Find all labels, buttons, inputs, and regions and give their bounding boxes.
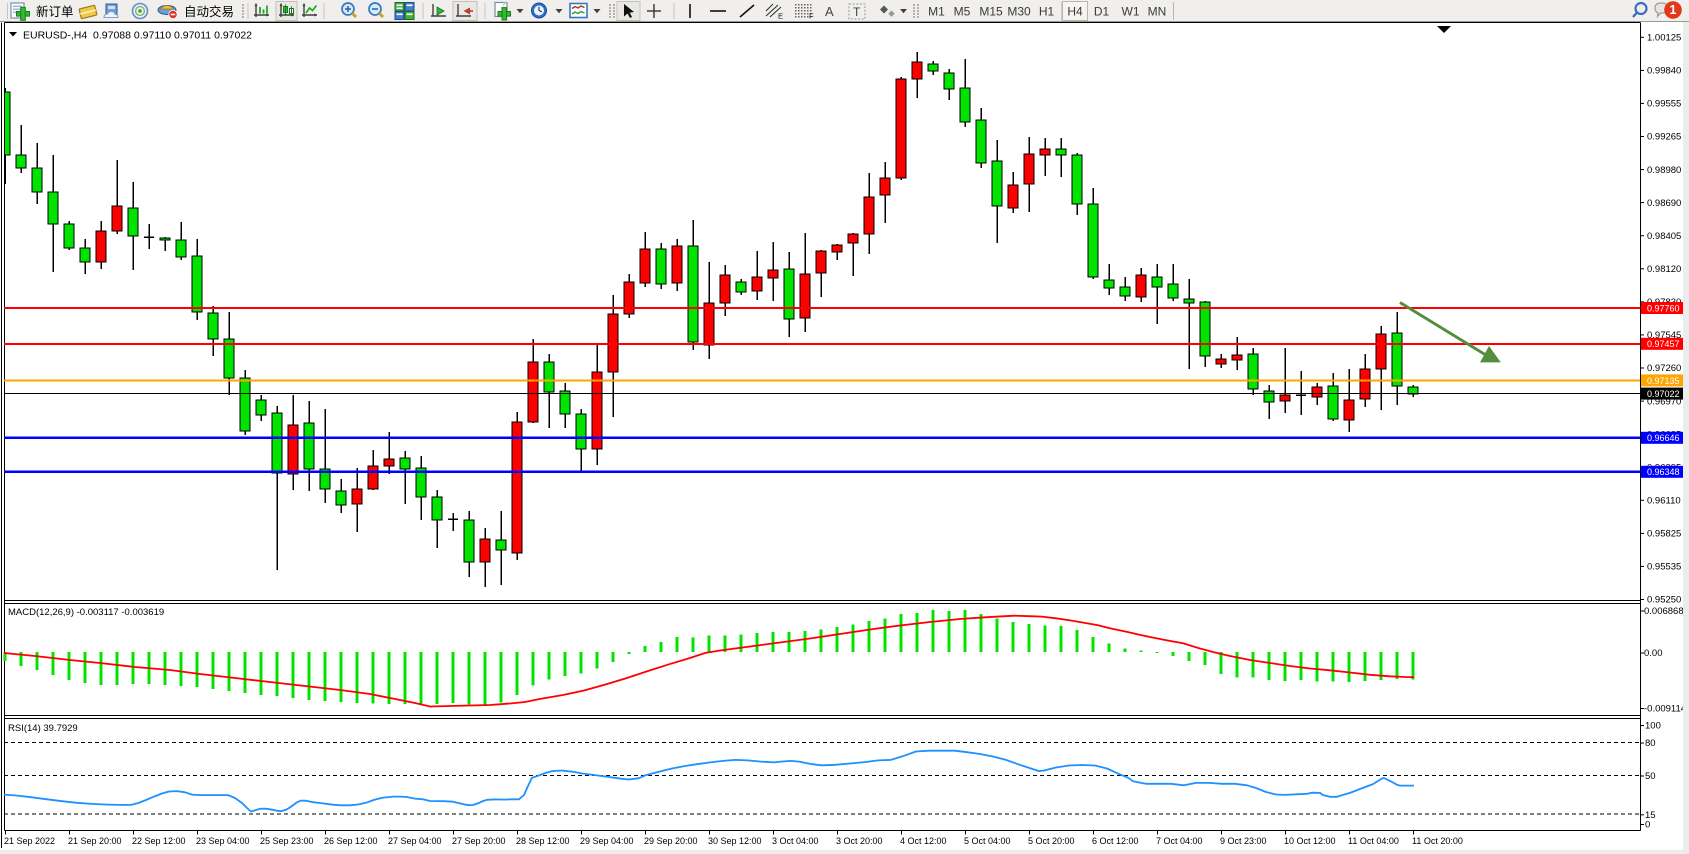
svg-text:30 Sep 12:00: 30 Sep 12:00 — [708, 836, 762, 846]
svg-text:0.97135: 0.97135 — [1647, 376, 1680, 386]
svg-text:0.98405: 0.98405 — [1647, 231, 1681, 242]
svg-text:9 Oct 23:00: 9 Oct 23:00 — [1220, 836, 1267, 846]
svg-text:10 Oct 12:00: 10 Oct 12:00 — [1284, 836, 1336, 846]
svg-text:0.006868: 0.006868 — [1644, 606, 1684, 617]
svg-text:H1: H1 — [1039, 5, 1055, 19]
svg-text:80: 80 — [1645, 738, 1656, 749]
svg-text:MN: MN — [1148, 5, 1167, 19]
svg-text:1: 1 — [1670, 3, 1677, 17]
svg-text:21 Sep 2022: 21 Sep 2022 — [4, 836, 55, 846]
svg-text:4 Oct 12:00: 4 Oct 12:00 — [900, 836, 947, 846]
svg-text:1.00125: 1.00125 — [1647, 33, 1681, 44]
svg-text:22 Sep 12:00: 22 Sep 12:00 — [132, 836, 186, 846]
svg-text:0.98690: 0.98690 — [1647, 198, 1681, 209]
svg-text:28 Sep 12:00: 28 Sep 12:00 — [516, 836, 570, 846]
svg-text:29 Sep 20:00: 29 Sep 20:00 — [644, 836, 698, 846]
svg-text:自动交易: 自动交易 — [184, 4, 234, 19]
svg-text:A: A — [825, 4, 834, 19]
svg-text:0.95250: 0.95250 — [1647, 595, 1681, 606]
svg-text:3 Oct 04:00: 3 Oct 04:00 — [772, 836, 819, 846]
svg-text:26 Sep 12:00: 26 Sep 12:00 — [324, 836, 378, 846]
svg-text:15: 15 — [1645, 810, 1656, 821]
svg-text:E: E — [778, 12, 783, 21]
svg-text:21 Sep 20:00: 21 Sep 20:00 — [68, 836, 122, 846]
svg-text:0.96646: 0.96646 — [1647, 433, 1680, 443]
svg-text:0.97545: 0.97545 — [1647, 330, 1681, 341]
svg-text:-0.009114: -0.009114 — [1644, 704, 1686, 715]
svg-text:0.97022: 0.97022 — [1647, 389, 1680, 399]
svg-text:0.99555: 0.99555 — [1647, 99, 1681, 110]
svg-text:6 Oct 12:00: 6 Oct 12:00 — [1092, 836, 1139, 846]
svg-text:M1: M1 — [928, 5, 945, 19]
svg-text:0.95535: 0.95535 — [1647, 562, 1681, 573]
svg-text:23 Sep 04:00: 23 Sep 04:00 — [196, 836, 250, 846]
svg-text:25 Sep 23:00: 25 Sep 23:00 — [260, 836, 314, 846]
svg-text:0.97457: 0.97457 — [1647, 339, 1680, 349]
svg-text:0.97760: 0.97760 — [1647, 303, 1680, 313]
svg-text:H4: H4 — [1067, 5, 1083, 19]
svg-text:F: F — [809, 12, 814, 21]
svg-text:M15: M15 — [979, 5, 1003, 19]
svg-text:新订单: 新订单 — [36, 4, 74, 19]
svg-text:MACD(12,26,9) -0.003117 -0.003: MACD(12,26,9) -0.003117 -0.003619 — [8, 607, 164, 618]
svg-text:0: 0 — [1645, 820, 1650, 831]
svg-text:0.96348: 0.96348 — [1647, 467, 1680, 477]
svg-text:0.98980: 0.98980 — [1647, 165, 1681, 176]
svg-text:M5: M5 — [954, 5, 971, 19]
svg-text:0.99840: 0.99840 — [1647, 66, 1681, 77]
svg-text:11 Oct 04:00: 11 Oct 04:00 — [1348, 836, 1399, 846]
svg-text:0.96110: 0.96110 — [1647, 496, 1681, 507]
svg-text:0.00: 0.00 — [1644, 648, 1663, 659]
svg-text:D1: D1 — [1094, 5, 1110, 19]
svg-text:5 Oct 20:00: 5 Oct 20:00 — [1028, 836, 1075, 846]
svg-text:0.97260: 0.97260 — [1647, 363, 1681, 374]
svg-text:W1: W1 — [1122, 5, 1140, 19]
svg-text:11 Oct 20:00: 11 Oct 20:00 — [1412, 836, 1463, 846]
svg-text:100: 100 — [1645, 721, 1661, 732]
svg-text:EURUSD-,H4 0.97088 0.97110 0.: EURUSD-,H4 0.97088 0.97110 0.97011 0.970… — [23, 30, 252, 42]
svg-text:27 Sep 04:00: 27 Sep 04:00 — [388, 836, 442, 846]
svg-text:M30: M30 — [1007, 5, 1031, 19]
svg-text:0.99265: 0.99265 — [1647, 132, 1681, 143]
svg-text:3 Oct 20:00: 3 Oct 20:00 — [836, 836, 883, 846]
svg-text:T: T — [853, 5, 861, 19]
svg-text:0.96970: 0.96970 — [1647, 396, 1681, 407]
svg-text:27 Sep 20:00: 27 Sep 20:00 — [452, 836, 506, 846]
svg-text:29 Sep 04:00: 29 Sep 04:00 — [580, 836, 634, 846]
svg-text:0.95825: 0.95825 — [1647, 529, 1681, 540]
svg-text:50: 50 — [1645, 771, 1656, 782]
svg-text:5 Oct 04:00: 5 Oct 04:00 — [964, 836, 1011, 846]
svg-text:RSI(14) 39.7929: RSI(14) 39.7929 — [8, 723, 78, 734]
svg-text:7 Oct 04:00: 7 Oct 04:00 — [1156, 836, 1203, 846]
svg-text:0.98120: 0.98120 — [1647, 264, 1681, 275]
